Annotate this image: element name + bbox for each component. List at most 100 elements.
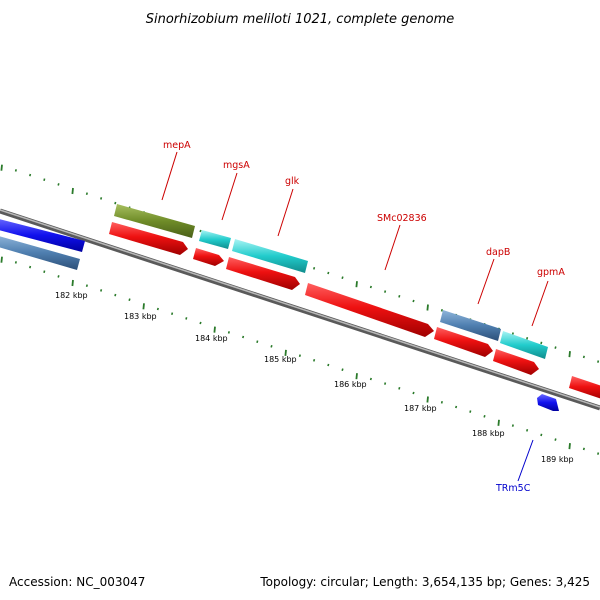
accession-text: Accession: NC_003047 — [9, 575, 145, 589]
minor-tick — [526, 336, 529, 340]
callout-line-TRm5C — [517, 439, 534, 482]
major-tick — [355, 373, 358, 380]
scale-label: 186 kbp — [334, 380, 367, 389]
gene-label-glk[interactable]: glk — [285, 176, 300, 187]
major-tick — [284, 349, 287, 356]
gene-label-mepA[interactable]: mepA — [163, 140, 191, 151]
callout-line-glk — [277, 188, 294, 237]
minor-tick — [327, 271, 330, 275]
minor-tick — [85, 284, 88, 288]
scale-label: 188 kbp — [472, 429, 505, 438]
inner-tick-track — [0, 256, 600, 455]
gene-feature-mgsA[interactable] — [199, 230, 231, 249]
gene-feature-TRm5C[interactable] — [537, 394, 559, 411]
minor-tick — [14, 169, 17, 172]
minor-tick — [199, 321, 202, 325]
gene-feature-red[interactable] — [193, 248, 224, 266]
gene-feature-mepA[interactable] — [114, 204, 195, 238]
minor-tick — [597, 360, 600, 363]
minor-tick — [398, 294, 401, 298]
minor-tick — [582, 447, 585, 451]
minor-tick — [412, 299, 415, 303]
minor-tick — [114, 201, 117, 205]
major-tick — [213, 326, 216, 333]
major-tick — [426, 304, 429, 311]
minor-tick — [398, 386, 401, 390]
minor-tick — [313, 266, 316, 270]
topology-summary: Topology: circular; Length: 3,654,135 bp… — [259, 575, 590, 589]
gene-features — [0, 204, 600, 411]
minor-tick — [554, 438, 557, 441]
gene-feature-steel[interactable] — [0, 235, 80, 270]
gene-feature-glk[interactable] — [232, 239, 308, 273]
gene-feature-red[interactable] — [493, 349, 539, 375]
minor-tick — [511, 424, 514, 427]
gene-label-SMc02836[interactable]: SMc02836 — [377, 213, 427, 224]
callout-line-SMc02836 — [384, 224, 401, 271]
major-tick — [355, 281, 358, 288]
scale-label: 184 kbp — [195, 334, 228, 343]
gene-label-TRm5C[interactable]: TRm5C — [495, 483, 531, 494]
scale-label: 189 kbp — [541, 455, 574, 464]
gene-label-gpmA[interactable]: gpmA — [537, 267, 565, 278]
genome-backbone — [0, 208, 600, 411]
minor-tick — [341, 368, 344, 372]
minor-tick — [412, 391, 415, 395]
minor-tick — [369, 377, 372, 381]
minor-tick — [57, 183, 60, 186]
minor-tick — [100, 289, 103, 292]
minor-tick — [440, 308, 443, 312]
gene-feature-red[interactable] — [109, 222, 188, 255]
minor-tick — [199, 229, 202, 233]
minor-tick — [43, 270, 46, 274]
minor-tick — [384, 290, 387, 293]
gene-feature-red[interactable] — [226, 257, 300, 290]
callout-line-gpmA — [531, 280, 549, 327]
minor-tick — [327, 363, 330, 367]
minor-tick — [582, 355, 585, 359]
minor-tick — [100, 197, 103, 200]
major-tick — [142, 303, 145, 310]
gene-feature-red[interactable] — [569, 376, 600, 400]
gene-feature-red[interactable] — [434, 327, 493, 357]
scale-label: 183 kbp — [124, 312, 157, 321]
minor-tick — [341, 276, 344, 280]
minor-tick — [554, 346, 557, 349]
minor-tick — [227, 331, 230, 334]
major-tick — [497, 419, 500, 426]
minor-tick — [128, 298, 131, 302]
scale-labels: 182 kbp 183 kbp 184 kbp 185 kbp 186 kbp … — [55, 291, 574, 464]
gene-label-dapB[interactable]: dapB — [486, 247, 510, 258]
scale-label: 187 kbp — [404, 404, 437, 413]
minor-tick — [483, 414, 486, 418]
minor-tick — [14, 261, 17, 264]
minor-tick — [511, 332, 514, 335]
minor-tick — [540, 433, 543, 437]
gene-feature-gpmA[interactable] — [500, 331, 548, 359]
gene-feature-SMc02836[interactable] — [305, 283, 434, 337]
minor-tick — [185, 317, 188, 320]
major-tick — [0, 164, 3, 171]
scale-label: 185 kbp — [264, 355, 297, 364]
major-tick — [568, 443, 571, 450]
gene-label-mgsA[interactable]: mgsA — [223, 160, 250, 171]
minor-tick — [369, 285, 372, 289]
minor-tick — [540, 341, 543, 345]
gene-feature-blue[interactable] — [0, 218, 85, 252]
gene-labels: mepA mgsA glk SMc02836 dapB gpmA TRm5C — [163, 140, 565, 494]
minor-tick — [156, 307, 159, 311]
minor-tick — [597, 452, 600, 455]
minor-tick — [85, 192, 88, 196]
minor-tick — [114, 293, 117, 297]
minor-tick — [298, 354, 301, 358]
major-tick — [0, 256, 3, 263]
minor-tick — [440, 400, 443, 404]
minor-tick — [270, 344, 273, 348]
label-callouts — [161, 151, 549, 482]
minor-tick — [313, 358, 316, 362]
callout-line-dapB — [477, 258, 495, 305]
major-tick — [71, 279, 74, 287]
gene-feature-dapB[interactable] — [440, 310, 501, 341]
